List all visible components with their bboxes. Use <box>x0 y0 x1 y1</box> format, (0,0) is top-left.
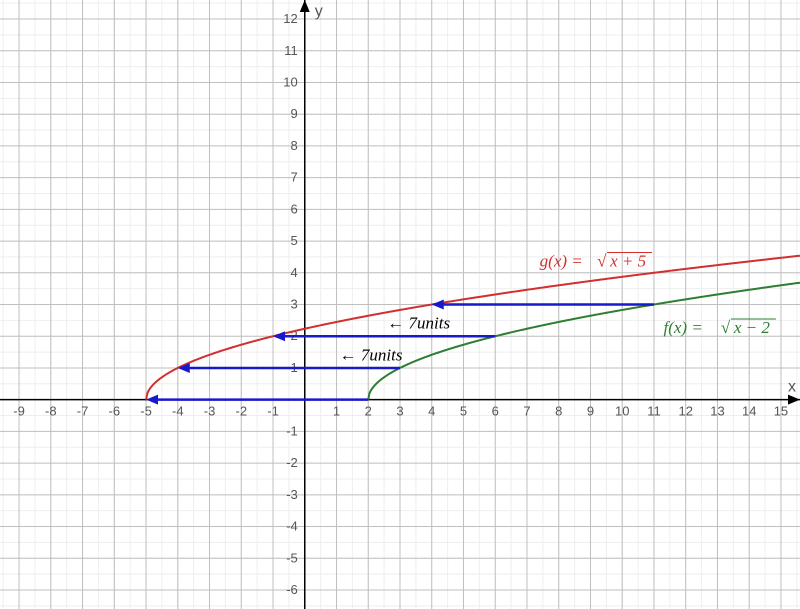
y-axis-label: y <box>315 3 323 20</box>
svg-text:7: 7 <box>291 170 298 185</box>
svg-text:-9: -9 <box>13 404 25 419</box>
svg-text:14: 14 <box>742 404 756 419</box>
svg-text:13: 13 <box>710 404 724 419</box>
svg-text:3: 3 <box>291 297 298 312</box>
svg-text:9: 9 <box>587 404 594 419</box>
x-axis-label: x <box>788 379 796 396</box>
svg-text:5: 5 <box>291 233 298 248</box>
svg-text:3: 3 <box>396 404 403 419</box>
svg-text:6: 6 <box>291 201 298 216</box>
svg-text:-6: -6 <box>286 582 298 597</box>
svg-text:1: 1 <box>333 404 340 419</box>
svg-text:x − 2: x − 2 <box>733 318 771 337</box>
grid-major <box>0 0 800 609</box>
svg-text:x + 5: x + 5 <box>609 251 646 270</box>
svg-text:6: 6 <box>492 404 499 419</box>
svg-text:-6: -6 <box>109 404 121 419</box>
svg-text:-1: -1 <box>267 404 279 419</box>
svg-text:-2: -2 <box>286 455 298 470</box>
svg-text:4: 4 <box>291 265 298 280</box>
svg-text:4: 4 <box>428 404 435 419</box>
svg-text:-3: -3 <box>204 404 216 419</box>
svg-text:10: 10 <box>283 74 297 89</box>
svg-text:-5: -5 <box>286 550 298 565</box>
svg-text:11: 11 <box>647 404 661 419</box>
svg-text:-1: -1 <box>286 423 298 438</box>
svg-text:-4: -4 <box>172 404 184 419</box>
svg-text:-7: -7 <box>77 404 89 419</box>
svg-text:9: 9 <box>291 106 298 121</box>
arrow-annotation-1: ← 7units <box>340 345 403 364</box>
arrow-annotation-0: ← 7units <box>387 314 450 333</box>
svg-text:11: 11 <box>284 43 298 58</box>
svg-text:2: 2 <box>365 404 372 419</box>
label-f: f(x) = √x − 2 <box>663 318 775 337</box>
svg-text:g(x) =: g(x) = <box>540 251 583 270</box>
svg-text:-4: -4 <box>286 519 298 534</box>
svg-text:5: 5 <box>460 404 467 419</box>
svg-text:f(x) =: f(x) = <box>663 318 702 337</box>
svg-text:√: √ <box>721 318 731 337</box>
svg-text:12: 12 <box>678 404 692 419</box>
label-g: g(x) = √x + 5 <box>540 251 652 270</box>
svg-text:-2: -2 <box>235 404 247 419</box>
svg-text:10: 10 <box>615 404 629 419</box>
svg-text:√: √ <box>597 251 607 270</box>
svg-text:8: 8 <box>555 404 562 419</box>
svg-text:-5: -5 <box>140 404 152 419</box>
svg-text:8: 8 <box>291 138 298 153</box>
svg-text:15: 15 <box>774 404 788 419</box>
curve-f <box>368 283 800 400</box>
svg-text:7: 7 <box>523 404 530 419</box>
svg-text:-3: -3 <box>286 487 298 502</box>
svg-text:-8: -8 <box>45 404 57 419</box>
svg-text:12: 12 <box>283 11 297 26</box>
function-graph: xy-9-8-7-6-5-4-3-2-112345678910111213141… <box>0 0 800 609</box>
